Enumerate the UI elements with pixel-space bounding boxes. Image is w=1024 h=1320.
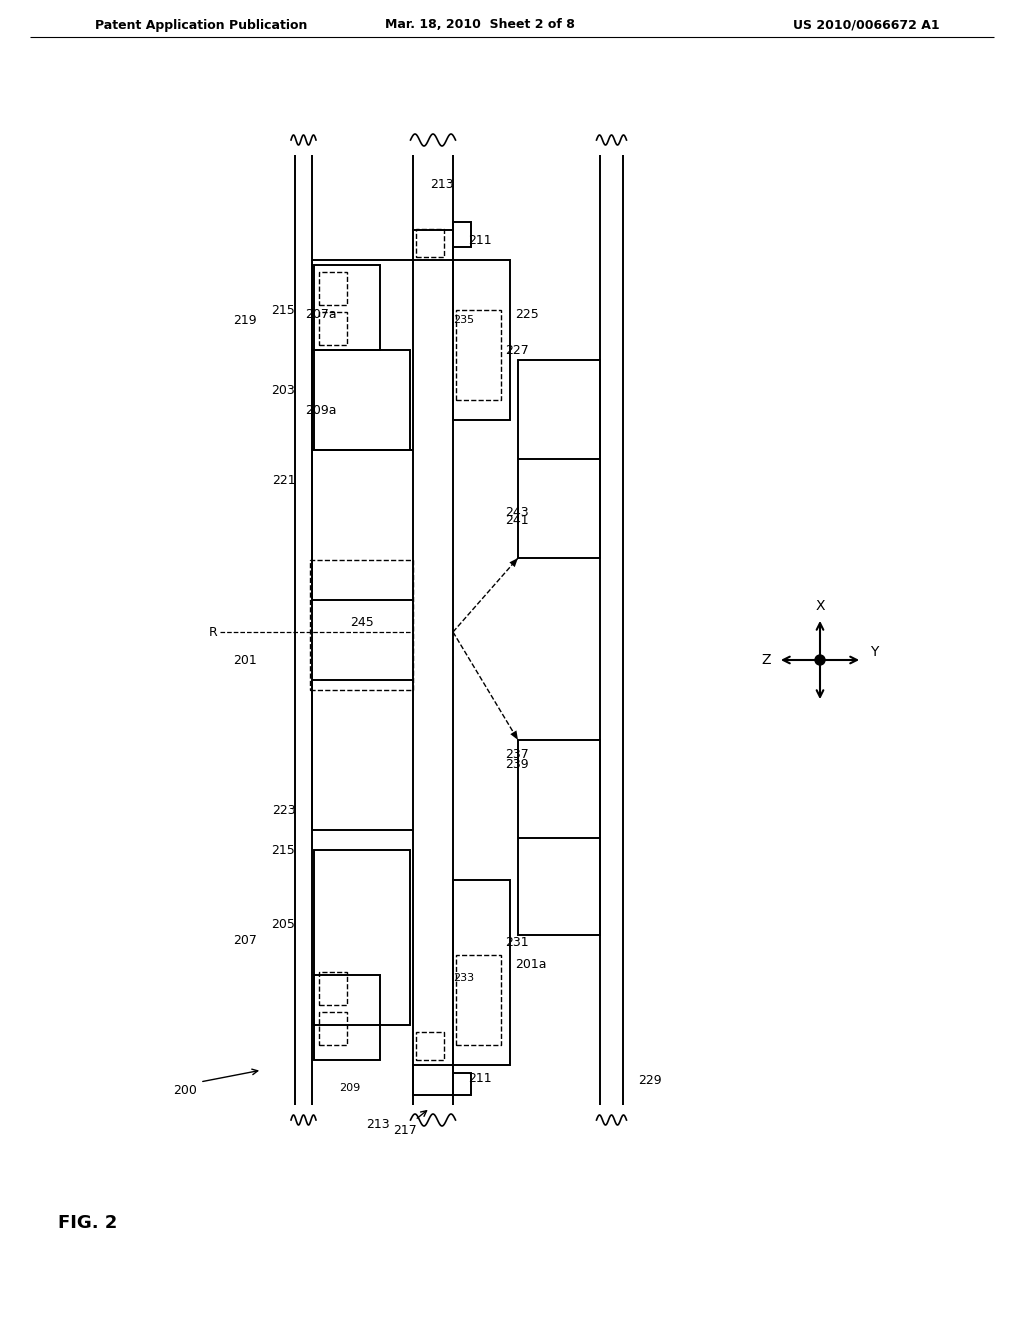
Text: 209a: 209a <box>305 404 337 417</box>
Bar <box>314 975 380 1060</box>
Text: 205: 205 <box>271 919 295 932</box>
Text: 221: 221 <box>272 474 296 487</box>
Text: 235: 235 <box>454 315 474 325</box>
Text: Patent Application Publication: Patent Application Publication <box>95 18 307 32</box>
Text: 207: 207 <box>233 933 257 946</box>
Text: 217: 217 <box>393 1123 417 1137</box>
Bar <box>310 560 413 690</box>
Bar <box>319 272 347 305</box>
Text: 209: 209 <box>339 1082 360 1093</box>
Bar <box>453 260 510 420</box>
Text: 213: 213 <box>430 178 454 191</box>
Text: 245: 245 <box>350 616 374 630</box>
Text: R: R <box>209 626 217 639</box>
Text: 219: 219 <box>233 314 257 326</box>
Bar <box>518 360 600 558</box>
Bar <box>314 350 410 450</box>
Circle shape <box>815 655 825 665</box>
Text: 239: 239 <box>505 759 528 771</box>
Bar <box>416 1032 444 1060</box>
Bar <box>319 972 347 1005</box>
Text: X: X <box>815 599 824 612</box>
Text: 215: 215 <box>271 843 295 857</box>
Bar <box>314 265 380 350</box>
Bar <box>413 1065 453 1096</box>
Bar <box>314 850 410 1026</box>
Polygon shape <box>509 558 518 568</box>
Text: 201: 201 <box>233 653 257 667</box>
Bar <box>453 222 471 247</box>
Bar <box>518 741 600 935</box>
Text: 223: 223 <box>272 804 296 817</box>
Bar <box>319 1012 347 1045</box>
Text: 200: 200 <box>173 1084 197 1097</box>
Text: FIG. 2: FIG. 2 <box>58 1214 118 1232</box>
Text: 211: 211 <box>468 234 492 247</box>
Text: 203: 203 <box>271 384 295 396</box>
Bar <box>456 310 501 400</box>
Text: Z: Z <box>761 653 771 667</box>
Text: 241: 241 <box>505 513 528 527</box>
Polygon shape <box>510 730 518 741</box>
Text: 213: 213 <box>367 1118 390 1130</box>
Text: 211: 211 <box>468 1072 492 1085</box>
Text: 207a: 207a <box>305 309 337 322</box>
Bar <box>413 230 453 260</box>
Bar <box>319 312 347 345</box>
Text: 201a: 201a <box>515 958 547 972</box>
Text: 229: 229 <box>638 1073 662 1086</box>
Text: 227: 227 <box>505 343 528 356</box>
Text: 243: 243 <box>505 506 528 519</box>
Text: 233: 233 <box>454 973 474 983</box>
Text: Mar. 18, 2010  Sheet 2 of 8: Mar. 18, 2010 Sheet 2 of 8 <box>385 18 574 32</box>
Bar <box>453 880 510 1065</box>
Bar <box>456 954 501 1045</box>
Text: Y: Y <box>869 645 879 659</box>
Bar <box>453 1073 471 1096</box>
Bar <box>416 228 444 257</box>
Text: 237: 237 <box>505 748 528 762</box>
Text: US 2010/0066672 A1: US 2010/0066672 A1 <box>794 18 940 32</box>
Text: 225: 225 <box>515 309 539 322</box>
Text: 231: 231 <box>505 936 528 949</box>
Text: 215: 215 <box>271 304 295 317</box>
